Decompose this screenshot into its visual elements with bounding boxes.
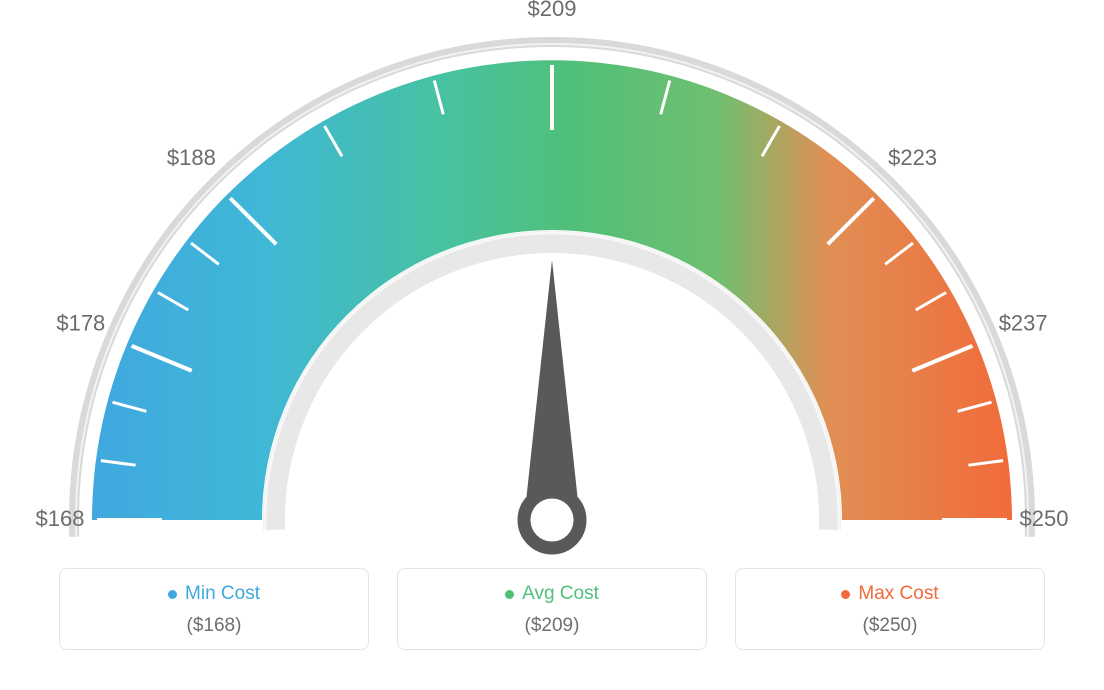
gauge-tick-label: $250 bbox=[1020, 506, 1069, 531]
legend-dot bbox=[168, 590, 177, 599]
gauge-tick-label: $168 bbox=[36, 506, 85, 531]
legend-card: Max Cost ($250) bbox=[735, 568, 1045, 650]
legend-card: Min Cost ($168) bbox=[59, 568, 369, 650]
legend-label-row: Avg Cost bbox=[408, 583, 696, 605]
gauge-needle bbox=[524, 260, 580, 520]
legend-label: Min Cost bbox=[185, 583, 260, 605]
gauge-tick-label: $237 bbox=[999, 311, 1048, 336]
gauge-tick-label: $178 bbox=[56, 311, 105, 336]
legend-value: ($168) bbox=[70, 615, 358, 637]
legend-row: Min Cost ($168) Avg Cost ($209) Max Cost ($25… bbox=[0, 568, 1104, 650]
legend-label: Avg Cost bbox=[522, 583, 599, 605]
legend-label: Max Cost bbox=[858, 583, 938, 605]
legend-card: Avg Cost ($209) bbox=[397, 568, 707, 650]
legend-label-row: Min Cost bbox=[70, 583, 358, 605]
gauge-tick-label: $223 bbox=[888, 145, 937, 170]
gauge-tick-label: $209 bbox=[528, 0, 577, 21]
gauge-needle-hub bbox=[524, 492, 580, 548]
legend-dot bbox=[505, 590, 514, 599]
cost-gauge-chart: $168 $178 $188 $209 $223 $237 $250 bbox=[0, 0, 1104, 560]
gauge-tick-label: $188 bbox=[167, 145, 216, 170]
legend-value: ($250) bbox=[746, 615, 1034, 637]
legend-label-row: Max Cost bbox=[746, 583, 1034, 605]
legend-value: ($209) bbox=[408, 615, 696, 637]
legend-dot bbox=[841, 590, 850, 599]
